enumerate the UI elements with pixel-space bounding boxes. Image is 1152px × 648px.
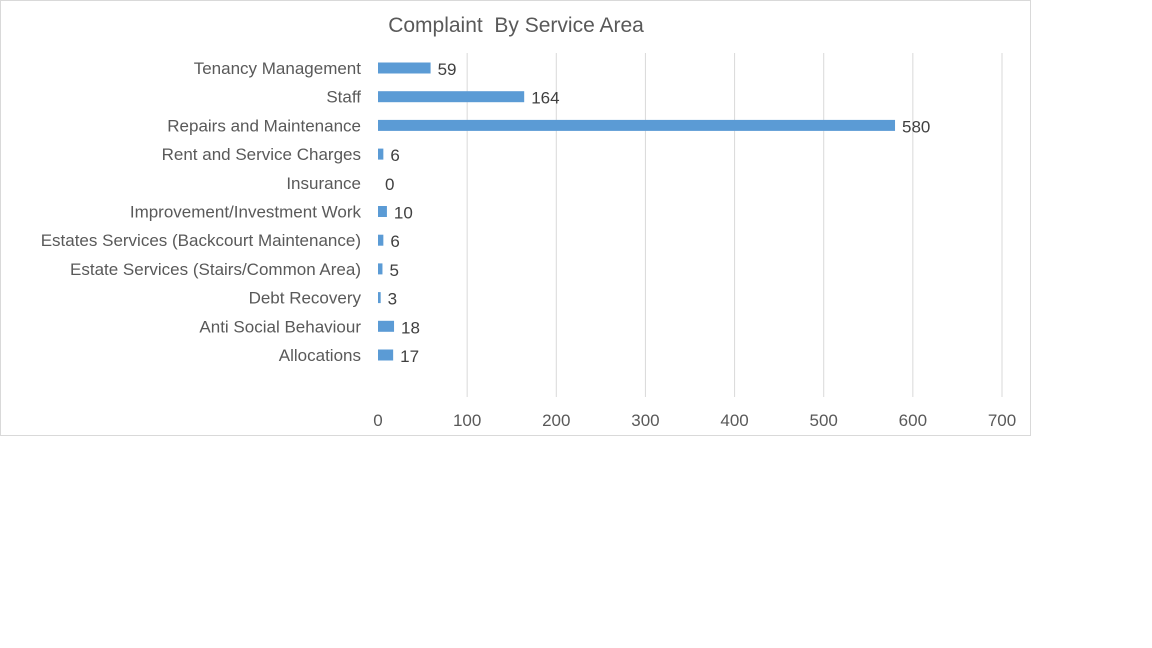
bars [378, 62, 896, 361]
category-label: Repairs and Maintenance [167, 116, 361, 135]
bar [378, 206, 387, 217]
x-tick-label: 400 [720, 411, 748, 430]
category-label: Debt Recovery [249, 289, 362, 308]
x-tick-label: 100 [453, 411, 481, 430]
category-label: Anti Social Behaviour [199, 317, 361, 336]
data-label: 6 [390, 232, 399, 251]
bar [378, 62, 431, 74]
category-label: Improvement/Investment Work [130, 203, 362, 222]
data-label: 6 [390, 146, 399, 165]
x-tick-label: 700 [988, 411, 1016, 430]
x-tick-label: 500 [810, 411, 838, 430]
x-tick-label: 200 [542, 411, 570, 430]
bar [378, 263, 383, 275]
bar [378, 320, 395, 332]
bar [378, 234, 384, 246]
category-label: Tenancy Management [194, 59, 362, 78]
category-label: Insurance [286, 174, 361, 193]
bar [378, 91, 525, 103]
bar [378, 148, 384, 160]
chart-title: Complaint By Service Area [388, 14, 644, 37]
data-label: 18 [401, 318, 420, 337]
bar [378, 292, 381, 304]
gridlines [466, 53, 1003, 397]
category-label: Allocations [279, 346, 361, 365]
category-label: Estates Services (Backcourt Maintenance) [41, 231, 361, 250]
category-label: Staff [326, 88, 361, 107]
category-label: Estate Services (Stairs/Common Area) [70, 260, 361, 279]
data-label: 17 [400, 347, 419, 366]
data-label: 580 [902, 117, 930, 136]
chart-frame: Complaint By Service Area Tenancy Manage… [0, 0, 1031, 436]
x-tick-label: 0 [373, 411, 382, 430]
x-tick-label: 600 [899, 411, 927, 430]
chart-svg: Complaint By Service Area Tenancy Manage… [41, 14, 1017, 430]
data-label: 10 [394, 204, 413, 223]
x-axis-tick-labels: 0 100 200 300 400 500 600 700 [373, 411, 1016, 430]
x-tick-label: 300 [631, 411, 659, 430]
bar [378, 349, 394, 361]
bar [378, 119, 896, 131]
data-label: 3 [388, 290, 397, 309]
category-labels: Tenancy Management Staff Repairs and Maint… [41, 59, 362, 365]
category-label: Rent and Service Charges [162, 145, 361, 164]
data-label: 0 [385, 175, 394, 194]
data-labels: 59 164 580 6 010 6 5 318 17 [385, 60, 930, 366]
data-label: 59 [438, 60, 457, 79]
data-label: 164 [531, 89, 559, 108]
data-label: 5 [389, 261, 398, 280]
